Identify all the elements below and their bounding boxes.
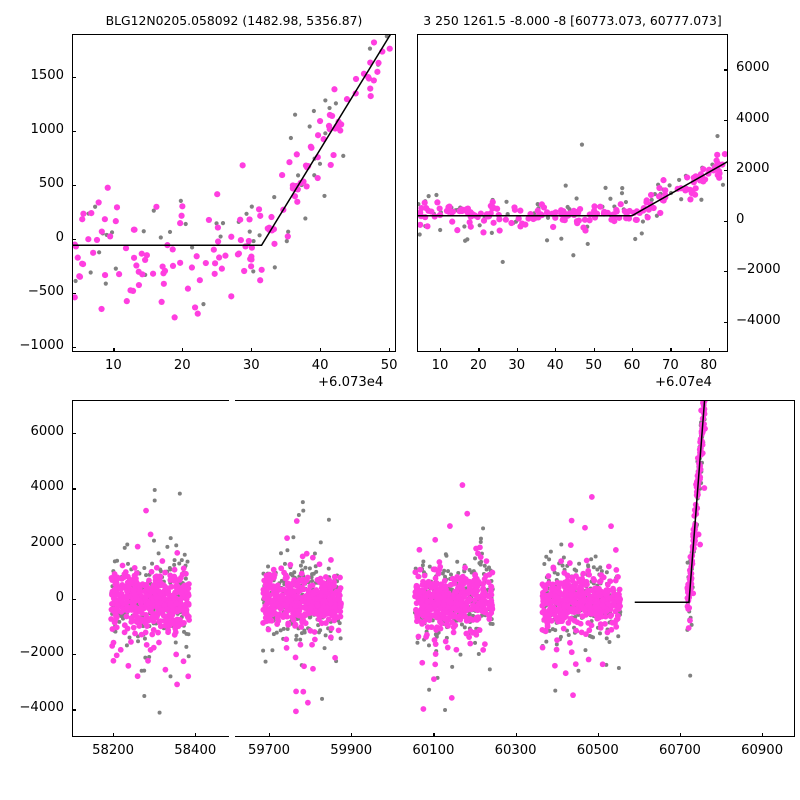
y-tick-label: −4000 — [736, 312, 781, 328]
x-tick-label: 30 — [508, 358, 526, 373]
y-tick — [72, 598, 76, 601]
y-tick — [724, 321, 728, 323]
x-tick-label: 10 — [431, 358, 449, 373]
y-tick-label: 0 — [55, 229, 64, 245]
bottom-plot-area — [108, 400, 709, 715]
x-tick — [515, 733, 517, 737]
x-tick-label: 60700 — [658, 743, 701, 758]
y-tick — [72, 184, 76, 187]
x-tick — [320, 348, 322, 352]
top-right-plot-area — [417, 133, 728, 265]
x-tick-label: 58400 — [174, 743, 217, 758]
y-tick — [724, 170, 728, 172]
x-tick-label: 60500 — [576, 743, 619, 758]
panel-top-right — [417, 34, 728, 352]
y-tick — [72, 709, 76, 711]
x-tick — [670, 348, 672, 352]
x-tick — [389, 348, 391, 352]
y-tick — [72, 238, 76, 240]
x-tick-label: 58200 — [92, 743, 135, 758]
x-tick — [632, 348, 634, 352]
y-tick-label: 4000 — [736, 110, 770, 126]
y-tick-label: 4000 — [30, 479, 64, 495]
y-tick-label: 1500 — [30, 68, 64, 84]
x-tick — [433, 733, 435, 737]
top-right-title: 3 250 1261.5 -8.000 -8 [60773.073, 60777… — [423, 13, 722, 28]
y-tick — [72, 433, 76, 435]
y-tick-label: 2000 — [30, 534, 64, 550]
x-tick-label: 60 — [623, 358, 641, 373]
y-tick-label: 2000 — [736, 161, 770, 177]
y-tick — [72, 292, 76, 294]
x-tick-label: 30 — [242, 358, 260, 373]
top-right-x-offset-label: +6.07e4 — [655, 375, 712, 390]
x-tick-label: 50 — [585, 358, 602, 373]
x-tick-label: 60900 — [741, 743, 784, 758]
x-tick — [478, 348, 480, 352]
y-tick-label: 6000 — [736, 60, 770, 76]
y-tick — [724, 220, 728, 222]
x-tick — [597, 733, 599, 737]
x-tick — [555, 348, 557, 352]
x-tick-label: 59900 — [330, 743, 373, 758]
y-tick — [724, 69, 728, 71]
y-tick-label: −4000 — [19, 700, 64, 716]
x-tick-label: 59700 — [248, 743, 290, 758]
x-tick-label: 60300 — [494, 743, 537, 758]
y-tick — [72, 654, 76, 656]
x-tick — [113, 733, 115, 737]
panel-top-left — [72, 34, 396, 352]
x-tick-label: 60100 — [412, 743, 455, 758]
x-tick-label: 40 — [311, 358, 329, 373]
x-tick — [516, 348, 518, 352]
y-tick — [72, 543, 76, 545]
x-tick — [113, 348, 115, 352]
x-tick — [351, 733, 353, 737]
x-tick-label: 50 — [380, 358, 398, 373]
y-tick-label: 6000 — [30, 424, 64, 440]
y-tick-label: −2000 — [19, 645, 64, 661]
x-tick-label: 70 — [662, 358, 679, 373]
x-tick — [269, 733, 271, 737]
x-tick — [762, 733, 764, 737]
x-tick-label: 20 — [470, 358, 487, 373]
y-tick — [724, 119, 728, 121]
y-tick — [72, 488, 76, 490]
x-tick — [440, 348, 442, 352]
y-tick-label: 0 — [55, 589, 64, 605]
y-tick-label: 1000 — [30, 122, 64, 138]
top-left-x-offset-label: +6.073e4 — [318, 375, 384, 390]
y-tick — [724, 271, 728, 273]
y-tick-label: −1000 — [19, 337, 64, 353]
x-tick — [593, 348, 595, 352]
x-tick-label: 10 — [104, 358, 122, 373]
x-tick-label: 40 — [546, 358, 564, 373]
x-tick — [195, 733, 197, 737]
x-tick — [708, 348, 710, 352]
y-tick-label: −500 — [27, 283, 64, 299]
y-tick — [72, 77, 76, 79]
y-tick-label: −2000 — [736, 262, 781, 278]
top-left-plot-area — [72, 34, 393, 321]
x-tick — [251, 348, 253, 352]
x-tick-label: 80 — [700, 358, 718, 373]
axis-break-gap — [229, 398, 236, 739]
panel-bottom — [72, 398, 795, 739]
y-tick — [72, 346, 76, 348]
y-tick-label: 0 — [736, 211, 745, 227]
x-tick-label: 20 — [173, 358, 191, 373]
top-left-title: BLG12N0205.058092 (1482.98, 5356.87) — [105, 13, 363, 28]
x-tick — [679, 733, 682, 737]
y-tick — [72, 131, 76, 133]
y-tick-label: 500 — [38, 175, 64, 191]
x-tick — [182, 348, 184, 352]
